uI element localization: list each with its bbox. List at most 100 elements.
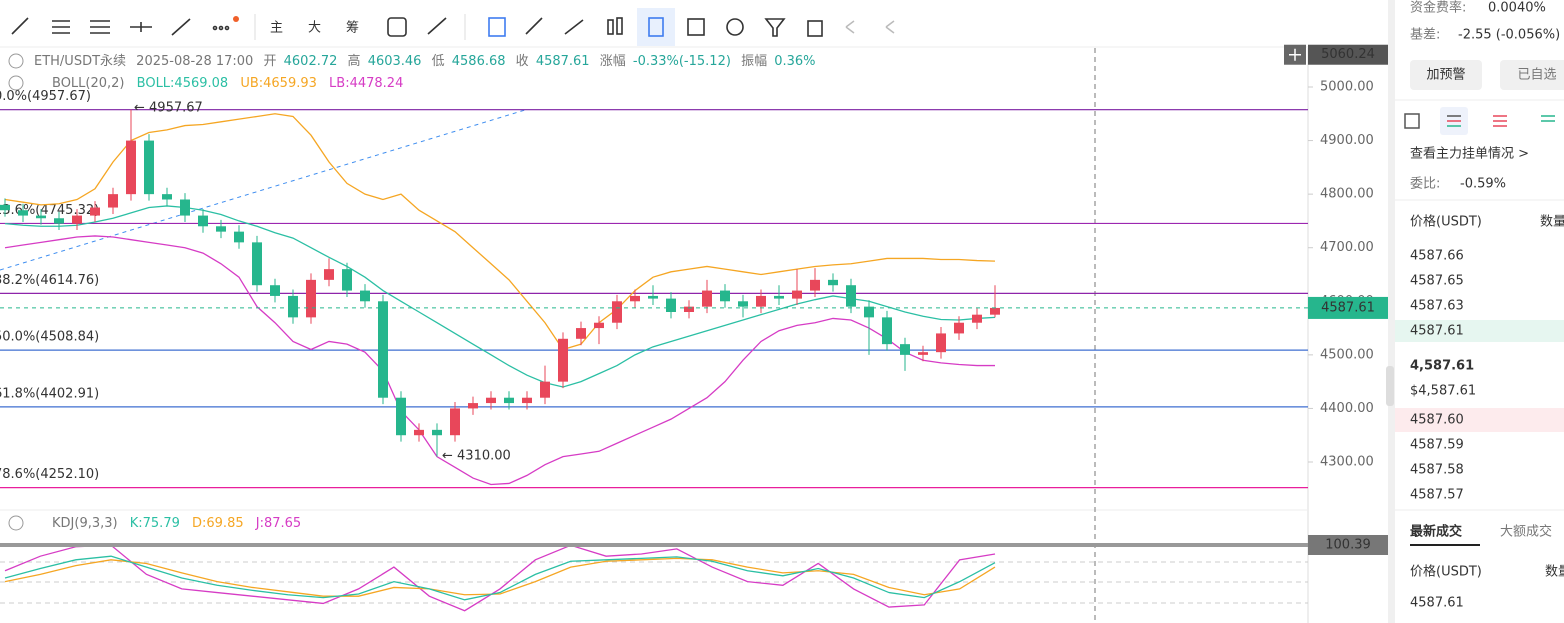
- toolbar-icons[interactable]: [11, 17, 823, 37]
- candle-body: [72, 215, 82, 224]
- toolbar-button[interactable]: 筹: [346, 20, 359, 36]
- candle-body: [144, 140, 154, 195]
- kdj-tag: [1308, 534, 1388, 555]
- candle-body: [738, 301, 748, 307]
- ask-price: 4587.65: [1410, 274, 1464, 289]
- upper: UB:4659.93: [240, 76, 317, 91]
- candle-body: [396, 397, 406, 436]
- candle-body: [522, 397, 532, 404]
- candle-body: [288, 295, 298, 318]
- crosshair-label: 5060.24: [1321, 47, 1375, 62]
- y-tick-label: 4300.00: [1320, 455, 1374, 470]
- candle-body: [666, 298, 676, 312]
- book-view-icons[interactable]: [1404, 113, 1555, 129]
- orders-link[interactable]: 查看主力挂单情况 >: [1410, 146, 1529, 162]
- candle-body: [828, 279, 838, 286]
- value: 0.36%: [774, 54, 815, 69]
- candle-body: [90, 207, 100, 216]
- boll-mid: [4, 205, 996, 388]
- candle-body: [324, 269, 334, 280]
- candle-body: [504, 397, 514, 404]
- tab[interactable]: 大额成交: [1500, 524, 1552, 540]
- candle-body: [54, 218, 64, 224]
- button[interactable]: [1410, 60, 1482, 90]
- fib-label: 78.6%(4252.10): [0, 467, 99, 482]
- candle-body: [648, 295, 658, 299]
- kdj-j: [4, 544, 996, 612]
- collapse-icon[interactable]: [8, 75, 24, 91]
- label: 振幅: [741, 54, 767, 69]
- candle-body: [270, 285, 280, 296]
- button-label[interactable]: 加预警: [1426, 67, 1465, 83]
- splitter-handle[interactable]: [1386, 366, 1394, 406]
- trades-header: 数量: [1545, 565, 1564, 580]
- fib-label: 0.0%(4957.67): [0, 89, 91, 104]
- candle-body: [378, 301, 388, 398]
- value: 4603.46: [368, 54, 422, 69]
- ratio-label: 委比:: [1410, 177, 1440, 192]
- book-header: 数量: [1540, 215, 1564, 230]
- y-tick-label: 4900.00: [1320, 133, 1374, 148]
- last-price-label: 4587.61: [1321, 300, 1375, 315]
- candle-body: [234, 231, 244, 243]
- toolbar-button[interactable]: 大: [308, 21, 321, 36]
- splitter[interactable]: [1388, 0, 1395, 623]
- candle-body: [252, 242, 262, 286]
- ratio: -0.59%: [1460, 177, 1506, 192]
- candle-body: [216, 226, 226, 232]
- candle-body: [126, 140, 136, 195]
- ask-price: 4587.66: [1410, 249, 1464, 264]
- candle-body: [0, 204, 10, 211]
- collapse-icon[interactable]: [8, 53, 24, 69]
- y-tick-label: 4700.00: [1320, 240, 1374, 255]
- collapse-icon[interactable]: [8, 515, 24, 531]
- crosshair-tag: [1308, 44, 1388, 65]
- candle-body: [162, 194, 172, 200]
- fib-label: 61.8%(4402.91): [0, 386, 99, 401]
- y-tick-label: 5000.00: [1320, 80, 1374, 95]
- kdj-legend: KDJ(9,3,3) K:75.79 D:69.85 J:87.65: [52, 516, 301, 531]
- boll-legend: BOLL(20,2) BOLL:4569.08 UB:4659.93 LB:44…: [52, 76, 403, 91]
- fib-label: 23.6%(4745.32): [0, 203, 99, 218]
- lock-icon[interactable]: [648, 17, 664, 37]
- candle-body: [792, 290, 802, 299]
- fib-label: 50.0%(4508.84): [0, 330, 99, 345]
- candle-body: [450, 408, 460, 436]
- button[interactable]: [1500, 60, 1564, 90]
- candle-body: [306, 279, 316, 318]
- candle-body: [954, 322, 964, 334]
- active-tool[interactable]: [637, 8, 675, 46]
- label: 开: [263, 54, 276, 69]
- candle-body: [900, 344, 910, 355]
- tab[interactable]: 最新成交: [1410, 524, 1462, 540]
- button-label[interactable]: 已自选: [1517, 68, 1556, 83]
- candle-body: [18, 210, 28, 216]
- boll-lower: [4, 235, 995, 486]
- dot: [233, 16, 239, 22]
- value: -0.33%(-15.12): [633, 54, 731, 69]
- candle-body: [990, 307, 1000, 315]
- candle-body: [882, 317, 892, 345]
- k: K:75.79: [130, 516, 180, 531]
- y-tick-label: 4400.00: [1320, 401, 1374, 416]
- toolbar-button[interactable]: 主: [270, 21, 283, 36]
- last-price-tag: [1308, 296, 1388, 319]
- time: 2025-08-28 17:00: [136, 54, 253, 69]
- label: 涨幅: [600, 54, 626, 69]
- value: 4602.72: [284, 54, 338, 69]
- undo-redo[interactable]: [845, 20, 895, 34]
- name: KDJ(9,3,3): [52, 516, 118, 531]
- candle-body: [846, 285, 856, 307]
- candle-body: [972, 314, 982, 323]
- candle-body: [36, 215, 46, 219]
- candle-body: [414, 429, 424, 436]
- trades-header: 价格(USDT): [1410, 564, 1482, 580]
- bid-price: 4587.57: [1410, 488, 1464, 503]
- candle-body: [612, 301, 622, 323]
- candle-body: [108, 194, 118, 208]
- d: D:69.85: [192, 516, 244, 531]
- candle-body: [720, 290, 730, 302]
- basis-label: 基差:: [1410, 28, 1440, 43]
- y-tick-label: 4800.00: [1320, 187, 1374, 202]
